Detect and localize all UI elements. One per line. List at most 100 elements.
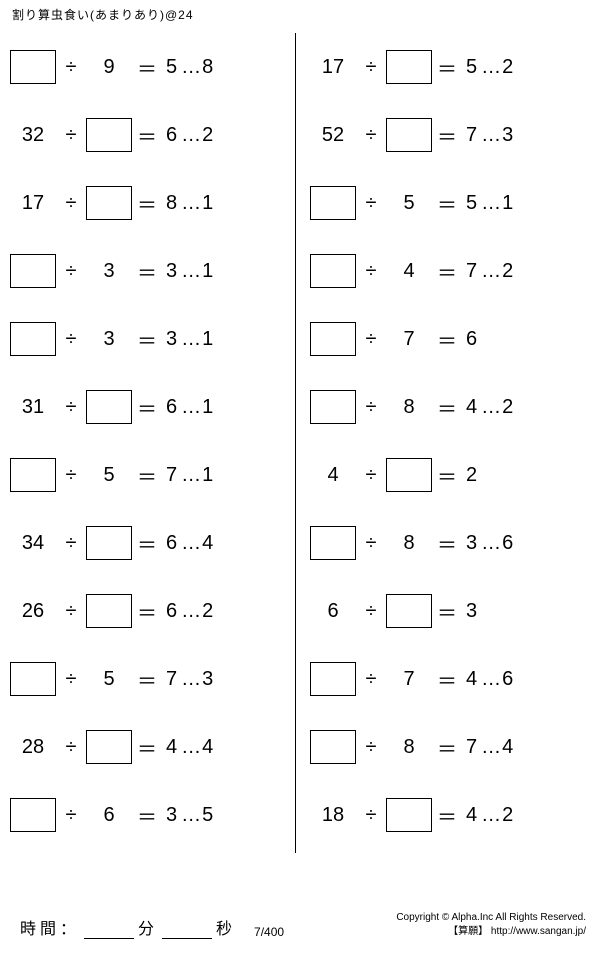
divide-sign: ÷: [356, 668, 386, 691]
divide-sign: ÷: [56, 396, 86, 419]
equals-sign: ＝: [432, 733, 462, 762]
result: 3…1: [162, 328, 215, 351]
divide-sign: ÷: [56, 804, 86, 827]
result: 7…1: [162, 464, 215, 487]
equals-sign: ＝: [432, 325, 462, 354]
result: 7…3: [462, 124, 515, 147]
minutes-blank[interactable]: [84, 921, 134, 939]
time-area: 時間： 分 秒: [0, 915, 236, 939]
equals-sign: ＝: [132, 461, 162, 490]
equals-sign: ＝: [432, 461, 462, 490]
answer-box[interactable]: [10, 254, 56, 288]
answer-box[interactable]: [86, 118, 132, 152]
copyright: Copyright © Alpha.Inc All Rights Reserve…: [396, 911, 586, 939]
answer-box[interactable]: [10, 322, 56, 356]
result: 4…2: [462, 396, 515, 419]
divide-sign: ÷: [56, 192, 86, 215]
divisor: 4: [386, 260, 432, 283]
column-divider: [295, 33, 296, 853]
problem-row: ÷5＝7…1: [10, 441, 290, 509]
result: 6…1: [162, 396, 215, 419]
divide-sign: ÷: [56, 464, 86, 487]
divide-sign: ÷: [56, 532, 86, 555]
answer-box[interactable]: [310, 254, 356, 288]
problem-row: 6÷＝3: [310, 577, 590, 645]
divide-sign: ÷: [56, 600, 86, 623]
divisor: 7: [386, 328, 432, 351]
answer-box[interactable]: [310, 526, 356, 560]
divide-sign: ÷: [356, 464, 386, 487]
result: 2: [462, 464, 479, 487]
equals-sign: ＝: [132, 53, 162, 82]
result: 6: [462, 328, 479, 351]
divide-sign: ÷: [356, 532, 386, 555]
answer-box[interactable]: [10, 798, 56, 832]
problem-row: ÷6＝3…5: [10, 781, 290, 849]
divide-sign: ÷: [356, 260, 386, 283]
dividend: 18: [310, 804, 356, 827]
result: 8…1: [162, 192, 215, 215]
divisor: 8: [386, 532, 432, 555]
equals-sign: ＝: [432, 121, 462, 150]
equals-sign: ＝: [132, 801, 162, 830]
result: 5…8: [162, 56, 215, 79]
worksheet-body: ÷9＝5…832÷＝6…217÷＝8…1÷3＝3…1÷3＝3…131÷＝6…1÷…: [0, 33, 600, 863]
problem-row: ÷8＝7…4: [310, 713, 590, 781]
answer-box[interactable]: [86, 186, 132, 220]
divide-sign: ÷: [56, 56, 86, 79]
divide-sign: ÷: [56, 260, 86, 283]
answer-box[interactable]: [310, 322, 356, 356]
left-column: ÷9＝5…832÷＝6…217÷＝8…1÷3＝3…1÷3＝3…131÷＝6…1÷…: [10, 33, 290, 849]
divisor: 7: [386, 668, 432, 691]
answer-box[interactable]: [86, 526, 132, 560]
dividend: 52: [310, 124, 356, 147]
copyright-line2: 【算願】 http://www.sangan.jp/: [396, 925, 586, 939]
answer-box[interactable]: [386, 458, 432, 492]
divide-sign: ÷: [356, 600, 386, 623]
divide-sign: ÷: [56, 328, 86, 351]
divide-sign: ÷: [56, 668, 86, 691]
equals-sign: ＝: [432, 801, 462, 830]
equals-sign: ＝: [132, 257, 162, 286]
footer: 時間： 分 秒 7/400 Copyright © Alpha.Inc All …: [0, 915, 600, 939]
answer-box[interactable]: [86, 594, 132, 628]
min-label: 分: [138, 915, 158, 939]
problem-row: ÷7＝6: [310, 305, 590, 373]
divisor: 9: [86, 56, 132, 79]
equals-sign: ＝: [432, 53, 462, 82]
answer-box[interactable]: [386, 594, 432, 628]
problem-row: ÷5＝5…1: [310, 169, 590, 237]
answer-box[interactable]: [310, 186, 356, 220]
answer-box[interactable]: [310, 730, 356, 764]
divisor: 5: [86, 464, 132, 487]
dividend: 4: [310, 464, 356, 487]
result: 7…2: [462, 260, 515, 283]
divide-sign: ÷: [356, 56, 386, 79]
answer-box[interactable]: [10, 458, 56, 492]
answer-box[interactable]: [386, 118, 432, 152]
divisor: 3: [86, 328, 132, 351]
answer-box[interactable]: [386, 50, 432, 84]
problem-row: 31÷＝6…1: [10, 373, 290, 441]
divisor: 3: [86, 260, 132, 283]
problem-row: ÷3＝3…1: [10, 305, 290, 373]
dividend: 31: [10, 396, 56, 419]
answer-box[interactable]: [310, 390, 356, 424]
answer-box[interactable]: [310, 662, 356, 696]
problem-row: ÷3＝3…1: [10, 237, 290, 305]
divide-sign: ÷: [356, 804, 386, 827]
divide-sign: ÷: [356, 124, 386, 147]
problem-row: ÷8＝3…6: [310, 509, 590, 577]
divide-sign: ÷: [356, 328, 386, 351]
problem-row: 34÷＝6…4: [10, 509, 290, 577]
answer-box[interactable]: [10, 50, 56, 84]
seconds-blank[interactable]: [162, 921, 212, 939]
answer-box[interactable]: [86, 390, 132, 424]
result: 6…2: [162, 124, 215, 147]
result: 6…4: [162, 532, 215, 555]
answer-box[interactable]: [386, 798, 432, 832]
answer-box[interactable]: [10, 662, 56, 696]
result: 5…2: [462, 56, 515, 79]
dividend: 32: [10, 124, 56, 147]
answer-box[interactable]: [86, 730, 132, 764]
